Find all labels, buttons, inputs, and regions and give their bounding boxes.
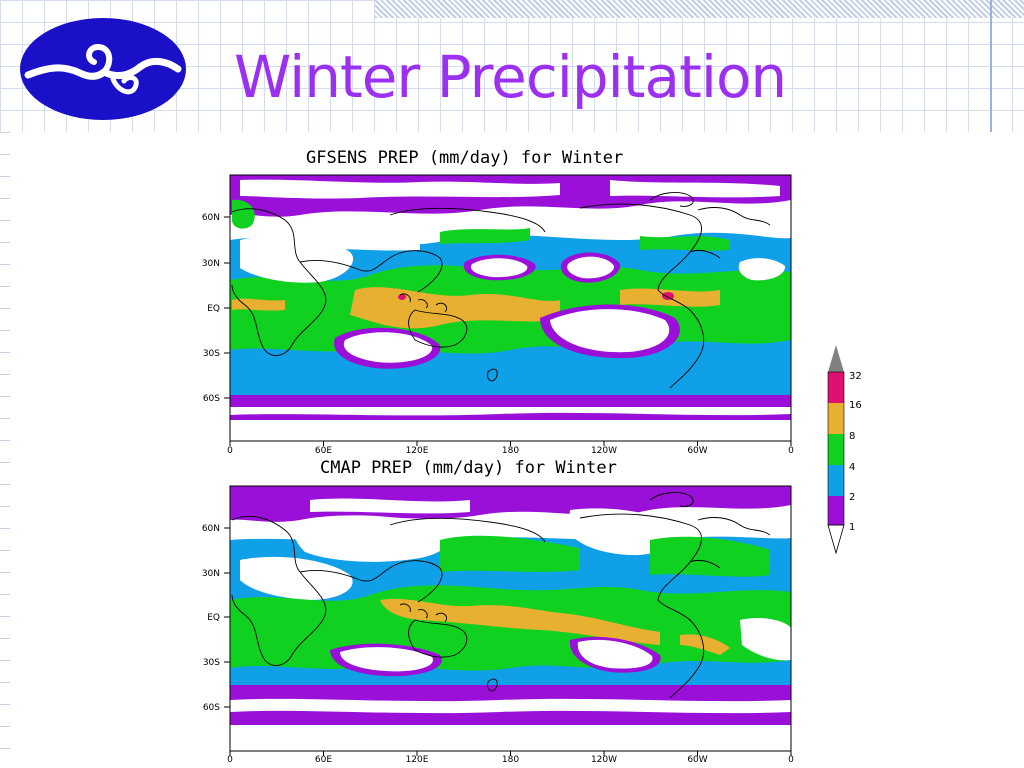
legend-arrow-top (828, 345, 844, 372)
lon-label-cmap: 60W (687, 755, 707, 765)
legend-arrow-bottom (827, 524, 845, 555)
lon-label-gfsens: 120E (406, 446, 429, 456)
legend-label-1: 1 (849, 522, 855, 533)
lon-label-cmap: 120W (591, 755, 617, 765)
lat-label-gfsens: 30N (202, 259, 220, 269)
legend-swatch-2-4 (828, 465, 844, 496)
lat-label-cmap: 60N (202, 524, 220, 534)
header-hatch-band (375, 0, 1024, 18)
slide-title: Winter Precipitation (234, 43, 787, 111)
lon-label-cmap: 180 (502, 755, 519, 765)
lon-label-gfsens: 60E (315, 446, 332, 456)
lon-label-gfsens: 120W (591, 446, 617, 456)
lat-label-gfsens: 30S (203, 349, 220, 359)
legend-swatch-8-16 (828, 403, 844, 434)
lon-label-gfsens: 0 (788, 446, 794, 456)
lat-label-cmap: EQ (207, 613, 220, 623)
lat-label-cmap: 30N (202, 569, 220, 579)
map-panel-cmap (230, 486, 791, 751)
lon-label-cmap: 0 (788, 755, 794, 765)
legend-swatch-16-32 (828, 372, 844, 403)
lat-label-gfsens: EQ (207, 304, 220, 314)
lon-label-gfsens: 180 (502, 446, 519, 456)
legend-label-2: 2 (849, 492, 855, 503)
lat-label-cmap: 60S (203, 703, 220, 713)
legend-swatch-4-8 (828, 434, 844, 465)
lon-label-cmap: 120E (406, 755, 429, 765)
lon-label-gfsens: 60W (687, 446, 707, 456)
map-panel-gfsens (230, 175, 791, 441)
panel-title-cmap: CMAP PREP (mm/day) for Winter (320, 458, 617, 478)
lat-label-gfsens: 60S (203, 394, 220, 404)
legend-swatch-1-2 (828, 496, 844, 525)
legend-label-32: 32 (849, 371, 862, 382)
left-edge-decoration (0, 132, 10, 768)
color-legend: 32 16 8 4 2 1 (827, 345, 862, 555)
lat-label-gfsens: 60N (202, 213, 220, 223)
legend-label-8: 8 (849, 431, 855, 442)
panel-title-gfsens: GFSENS PREP (mm/day) for Winter (306, 148, 624, 168)
lon-label-cmap: 60E (315, 755, 332, 765)
legend-label-16: 16 (849, 400, 862, 411)
lat-label-cmap: 30S (203, 658, 220, 668)
header-divider-line (990, 0, 992, 132)
wave-logo-icon (20, 18, 186, 120)
legend-label-4: 4 (849, 462, 855, 473)
lon-label-gfsens: 0 (227, 446, 233, 456)
lon-label-cmap: 0 (227, 755, 233, 765)
